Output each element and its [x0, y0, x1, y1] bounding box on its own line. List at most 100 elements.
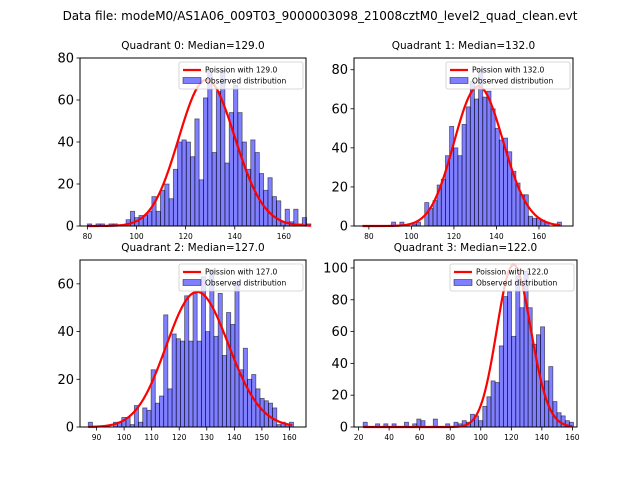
histogram-bar [164, 183, 170, 227]
histogram-bar [185, 141, 191, 227]
x-tick-label: 80 [364, 232, 374, 241]
poisson-curve [88, 290, 293, 428]
histogram-bar [498, 345, 504, 428]
histogram-bars [391, 69, 562, 227]
histogram-bar [147, 210, 153, 227]
histogram-bar [205, 331, 211, 428]
x-tick-label: 20 [354, 433, 364, 442]
histogram-bar [494, 382, 500, 428]
legend-bar-swatch [453, 279, 473, 286]
histogram-bar [138, 421, 144, 428]
histogram-bar [453, 147, 459, 227]
histogram-bar [276, 200, 282, 227]
y-tick-label: 40 [331, 357, 348, 372]
histogram-bar [486, 90, 492, 227]
legend-label-observed: Observed distribution [205, 77, 286, 86]
histogram-bar [217, 292, 223, 428]
x-tick-label: 160 [282, 433, 297, 442]
histogram-bar [168, 198, 174, 227]
histogram-bar [177, 141, 183, 227]
histogram-bar [230, 324, 236, 428]
x-tick-label: 120 [172, 433, 187, 442]
histogram-bar [203, 97, 209, 227]
legend: Poission with 132.0 Observed distribution [445, 61, 571, 90]
histogram-bar [234, 281, 240, 428]
histogram-bar [482, 96, 488, 227]
histogram-bar [415, 221, 421, 227]
histogram-bars [87, 269, 294, 428]
x-tick-label: 110 [144, 433, 159, 442]
histogram-bar [196, 340, 202, 428]
histogram-bar [175, 338, 181, 428]
x-tick-label: 140 [228, 232, 243, 241]
histogram-bar [181, 139, 187, 227]
histogram-bar [474, 98, 480, 227]
histogram-bar [209, 269, 215, 428]
y-tick-label: 60 [331, 102, 348, 117]
y-tick-label: 80 [57, 52, 74, 67]
legend-bar-swatch [182, 279, 202, 286]
legend-box [178, 263, 304, 292]
x-tick-label: 40 [384, 433, 394, 442]
y-tick-label: 20 [57, 373, 74, 388]
histogram-bar [432, 418, 438, 428]
x-tick-label: 130 [200, 433, 215, 442]
histogram-bar [532, 217, 538, 227]
y-tick-label: 40 [331, 141, 348, 156]
y-tick-label: 80 [331, 293, 348, 308]
histogram-bar [154, 402, 160, 428]
histogram-bar [272, 407, 278, 428]
y-tick-label: 40 [57, 325, 74, 340]
histogram-bar [254, 152, 260, 227]
x-tick-label: 90 [92, 433, 102, 442]
y-tick-label: 0 [340, 421, 348, 436]
legend-label-poisson: Poission with 127.0 [205, 268, 278, 277]
histogram-bar [226, 312, 232, 428]
subplot-quadrant-1: Quadrant 1: Median=132.0 0 20 40 60 80 80 100 12… [331, 40, 574, 241]
legend-box [449, 263, 575, 292]
subplot-title: Quadrant 1: Median=132.0 [392, 40, 535, 52]
histogram-bar [490, 380, 496, 428]
x-tick-label: 140 [489, 232, 504, 241]
histogram-bar [224, 162, 230, 227]
x-tick-label: 140 [535, 433, 550, 442]
subplot-title: Quadrant 0: Median=129.0 [121, 40, 264, 52]
histogram-bars [362, 270, 574, 428]
legend-label-poisson: Poission with 132.0 [472, 66, 545, 75]
histogram-bar [478, 69, 484, 227]
legend-bar-swatch [449, 77, 469, 84]
subplot-quadrant-0: Quadrant 0: Median=129.0 0 20 40 60 80 80 100 12… [57, 40, 312, 241]
histogram-bar [237, 112, 243, 227]
histogram-bar [207, 70, 213, 227]
histogram-bar [188, 340, 194, 428]
histogram-bar [482, 405, 488, 428]
legend-label-poisson: Poission with 129.0 [205, 66, 278, 75]
y-tick-label: 40 [57, 136, 74, 151]
histogram-bar [449, 125, 455, 227]
axes-frame [353, 259, 578, 428]
histogram-bar [215, 91, 222, 227]
histogram-bar [247, 378, 253, 428]
y-tick-label: 0 [66, 421, 74, 436]
x-tick-label: 60 [415, 433, 425, 442]
histogram-bar [146, 409, 152, 428]
histogram-bar [221, 355, 227, 428]
histogram-bar [511, 335, 517, 428]
histogram-bar [211, 152, 217, 227]
histogram-bar [159, 395, 165, 428]
legend-box [178, 61, 304, 90]
x-tick-label: 100 [404, 232, 419, 241]
histogram-bar [490, 108, 496, 227]
histogram-bar [190, 156, 196, 227]
y-tick-label: 20 [57, 178, 74, 193]
x-tick-label: 120 [504, 433, 519, 442]
histogram-bar [461, 124, 467, 227]
x-tick-label: 160 [565, 433, 580, 442]
x-tick-label: 150 [255, 433, 270, 442]
x-tick-label: 80 [445, 433, 455, 442]
y-tick-label: 0 [66, 220, 74, 235]
y-tick-label: 60 [57, 94, 74, 109]
histogram-bars [86, 70, 312, 227]
histogram-bar [198, 179, 204, 227]
